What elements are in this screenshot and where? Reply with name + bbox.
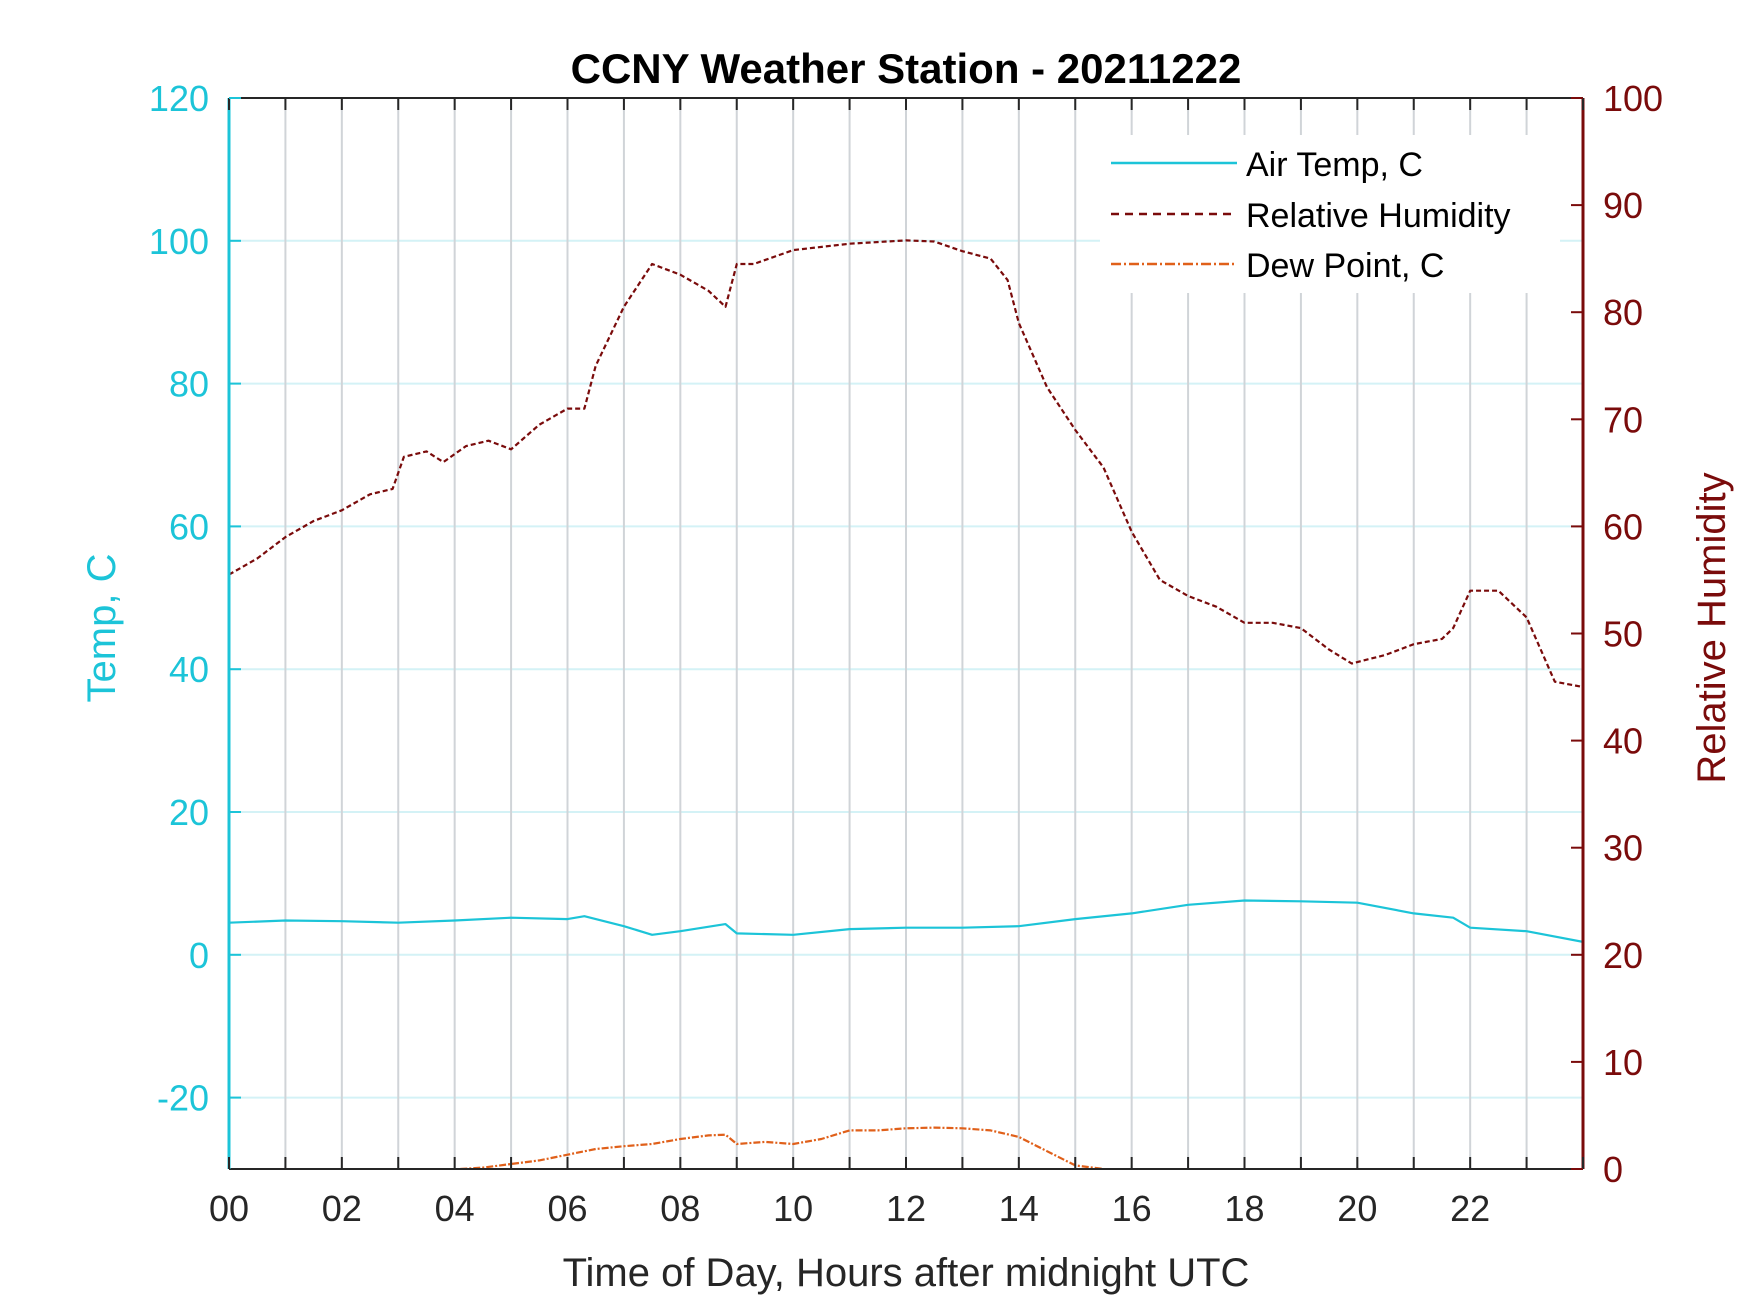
x-tick-label: 06: [547, 1188, 587, 1229]
axes: 00 02 04 06 08 10 12 14 16 18 20 22-200204060801001…: [149, 78, 1663, 1229]
y-left-tick-label: 60: [169, 506, 209, 547]
x-tick-label: 12: [886, 1188, 926, 1229]
x-tick-label: 10: [773, 1188, 813, 1229]
series-layer: [229, 239, 1583, 1169]
x-axis-label: Time of Day, Hours after midnight UTC: [563, 1251, 1250, 1295]
y-right-tick-label: 80: [1603, 292, 1643, 333]
y-left-tick-label: 120: [149, 78, 209, 119]
x-tick-label: 20: [1337, 1188, 1377, 1229]
legend-label-air-temp: Air Temp, C: [1246, 146, 1423, 184]
y-left-tick-label: 40: [169, 649, 209, 690]
y-left-tick-label: 20: [169, 792, 209, 833]
x-tick-label: 16: [1112, 1188, 1152, 1229]
y-right-tick-label: 100: [1603, 78, 1663, 119]
y-right-tick-label: 0: [1603, 1149, 1623, 1190]
y-right-tick-label: 90: [1603, 185, 1643, 226]
y-right-axis-label: Relative Humidity: [1690, 472, 1734, 783]
x-tick-label: 18: [1224, 1188, 1264, 1229]
y-right-tick-label: 50: [1603, 614, 1643, 655]
chart-title: CCNY Weather Station - 20211222: [571, 45, 1242, 92]
legend-background: [1100, 135, 1560, 293]
y-left-tick-label: 80: [169, 364, 209, 405]
legend-label-dew-point: Dew Point, C: [1246, 247, 1444, 285]
x-tick-label: 02: [322, 1188, 362, 1229]
y-left-tick-label: 0: [189, 935, 209, 976]
x-tick-label: 22: [1450, 1188, 1490, 1229]
y-left-axis-label: Temp, C: [80, 554, 124, 703]
series-line-dew-point-c: [460, 1126, 1104, 1169]
y-right-tick-label: 30: [1603, 828, 1643, 869]
legend: Air Temp, C Relative Humidity Dew Point,…: [1100, 135, 1560, 293]
y-right-tick-label: 40: [1603, 721, 1643, 762]
series-line-air-temp-c: [229, 899, 1583, 943]
y-right-tick-label: 60: [1603, 506, 1643, 547]
x-tick-label: 00: [209, 1188, 249, 1229]
x-tick-label: 14: [999, 1188, 1039, 1229]
series-line-relative-humidity: [229, 239, 1583, 689]
y-right-tick-label: 20: [1603, 935, 1643, 976]
x-tick-label: 08: [660, 1188, 700, 1229]
y-right-tick-label: 10: [1603, 1042, 1643, 1083]
y-left-tick-label: -20: [157, 1078, 209, 1119]
y-right-tick-label: 70: [1603, 399, 1643, 440]
grid: [229, 97, 1583, 1169]
y-left-tick-label: 100: [149, 221, 209, 262]
legend-label-relative-humidity: Relative Humidity: [1246, 197, 1511, 235]
x-tick-label: 04: [435, 1188, 475, 1229]
